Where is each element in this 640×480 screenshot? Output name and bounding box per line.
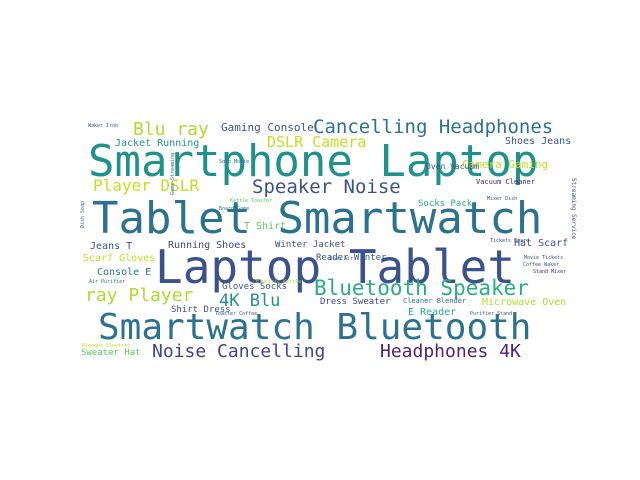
word: Sweater Hat <box>81 348 141 358</box>
word: Shoes Jeans <box>505 136 572 147</box>
word: Tickets Board <box>490 238 530 244</box>
word: Game Streaming <box>170 152 176 195</box>
word: 4K Blu <box>219 291 281 311</box>
word: Gaming Console <box>221 121 314 134</box>
word: Air Purifier <box>89 279 126 285</box>
word: Smartphone Laptop <box>88 136 539 187</box>
word: Socks Pack <box>418 199 473 209</box>
word: Jacket Running <box>115 138 200 149</box>
word: Electric Kettle <box>256 279 302 285</box>
word: Gloves Socks <box>222 282 288 292</box>
word: Jeans T <box>90 241 133 252</box>
word: Laptop Tablet <box>155 240 516 294</box>
word: Blu ray <box>133 119 209 140</box>
word: Blender Electric <box>82 343 131 349</box>
word: DSLR Camera <box>267 133 367 151</box>
word: Stand Mixer <box>533 269 567 275</box>
word: Vacuum Cleaner <box>476 178 536 186</box>
word: Streaming Service <box>570 178 577 240</box>
word: Scarf Gloves <box>83 253 156 264</box>
word: Cleaner Blender <box>403 297 467 305</box>
word: Iron Air <box>329 256 354 262</box>
word: Reader Winter <box>316 253 387 263</box>
word: Cancelling Headphones <box>313 116 554 138</box>
word: ray Player <box>85 285 194 306</box>
word: Movie Tickets <box>524 255 564 261</box>
word: Bluetooth Speaker <box>314 276 529 300</box>
word: Winter Jacket <box>275 240 346 250</box>
word: Dress Sweater <box>320 297 391 307</box>
word: E Reader <box>408 307 457 318</box>
word: Toaster Coffee <box>215 311 258 317</box>
word: Running Shoes <box>168 240 247 251</box>
word: Kettle Toaster <box>230 198 273 204</box>
word: Smartwatch Bluetooth <box>98 307 532 348</box>
word: Board Game <box>219 206 250 212</box>
word: T Shirt <box>244 221 287 232</box>
word: Dish Soap <box>80 200 86 228</box>
word: Player DSLR <box>93 176 199 195</box>
word: Shirt Dress <box>171 305 231 315</box>
word: Speaker Noise <box>252 176 401 198</box>
word: Headphones 4K <box>380 341 521 362</box>
word: Noise Cancelling <box>152 341 326 362</box>
word: Soap Movie <box>219 159 250 165</box>
word: Hat Scarf <box>514 238 569 249</box>
word: Waker Iron <box>88 123 119 129</box>
word: Camera Gaming <box>462 158 549 171</box>
word: Microwave Oven <box>482 297 567 308</box>
word: Purifier Stand <box>470 311 513 317</box>
word: Tablet Smartwatch <box>92 193 543 244</box>
word: Oven Vacuum <box>426 162 479 171</box>
word: Console E <box>97 267 152 278</box>
word: Coffee Waker <box>523 262 560 268</box>
word: Mixer Dish <box>487 196 518 202</box>
